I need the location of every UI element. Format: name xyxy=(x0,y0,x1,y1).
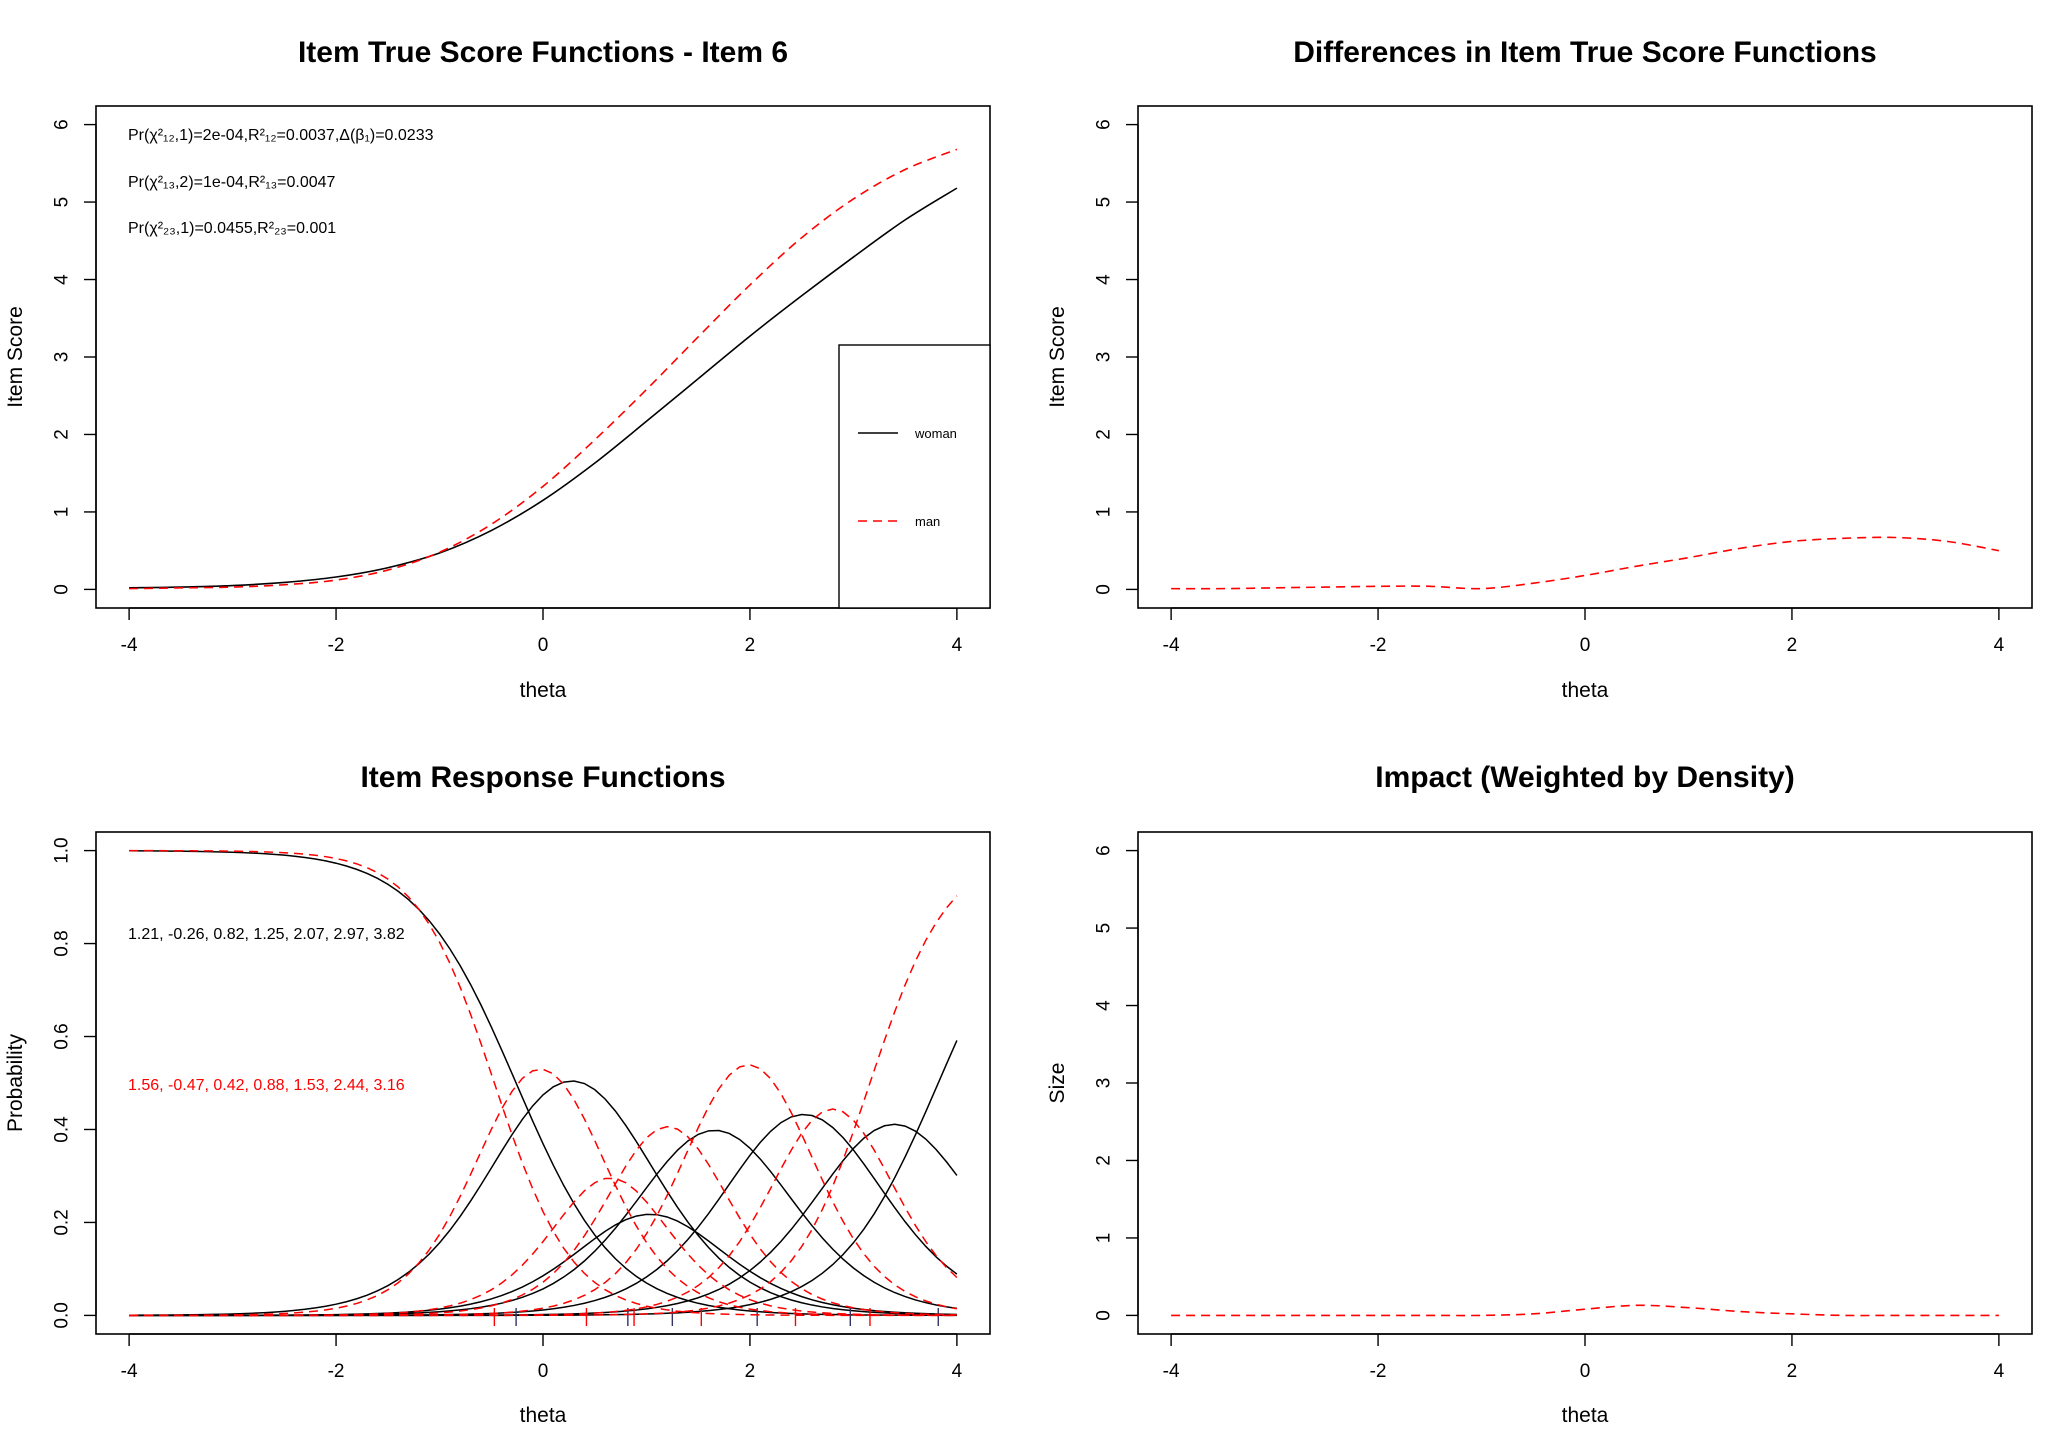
y-tick-label: 0 xyxy=(1094,584,1115,595)
y-axis-label: Size xyxy=(1046,1063,1069,1104)
x-tick-label: -4 xyxy=(121,635,138,656)
x-tick-label: 2 xyxy=(1787,635,1798,656)
category-curve-group1-3 xyxy=(129,1129,958,1317)
x-tick-label: -2 xyxy=(328,1361,345,1382)
y-tick-label: 1 xyxy=(52,507,73,518)
plot-frame xyxy=(1137,831,2033,1335)
annotation-text: Pr(χ²₁₂,1)=2e-04,R²₁₂=0.0037,Δ(β₁)=0.023… xyxy=(128,127,434,144)
series-line-man xyxy=(129,148,958,590)
difference-line xyxy=(1171,536,2000,590)
x-tick-label: 4 xyxy=(1994,635,2005,656)
y-tick-label: 2 xyxy=(52,429,73,440)
x-tick-label: 0 xyxy=(538,635,549,656)
y-axis-label: Item Score xyxy=(1046,306,1069,408)
x-tick-label: 2 xyxy=(1787,1361,1798,1382)
chart-title: Differences in Item True Score Functions xyxy=(1293,36,1876,69)
y-tick-label: 2 xyxy=(1094,1155,1115,1166)
x-tick-label: -2 xyxy=(1370,1361,1387,1382)
y-tick-label: 5 xyxy=(52,197,73,208)
y-tick-label: 6 xyxy=(52,119,73,130)
category-curve-group2-4 xyxy=(129,1063,958,1317)
x-axis-label: theta xyxy=(1562,679,1609,702)
y-tick-label: 1.0 xyxy=(52,837,73,863)
x-axis-label: theta xyxy=(1562,1404,1609,1427)
category-curve-group2-2 xyxy=(129,1177,957,1317)
category-curve-group1-0 xyxy=(129,850,957,1317)
y-tick-label: 0.0 xyxy=(52,1302,73,1328)
x-tick-label: -4 xyxy=(121,1361,138,1382)
y-tick-label: 4 xyxy=(1094,1000,1115,1011)
x-tick-label: 4 xyxy=(952,1361,963,1382)
category-curve-group2-6 xyxy=(129,895,958,1317)
legend-label: woman xyxy=(914,426,957,441)
x-tick-label: -4 xyxy=(1163,635,1180,656)
y-tick-label: 4 xyxy=(52,274,73,285)
legend-box xyxy=(838,344,991,609)
y-tick-label: 0.6 xyxy=(52,1023,73,1049)
x-tick-label: 2 xyxy=(745,1361,756,1382)
y-tick-label: 0.4 xyxy=(52,1116,73,1143)
chart-title: Item True Score Functions - Item 6 xyxy=(298,36,788,69)
y-tick-label: 0 xyxy=(52,584,73,595)
x-tick-label: -4 xyxy=(1163,1361,1180,1382)
y-tick-label: 0.2 xyxy=(52,1209,73,1235)
panel-2: Differences in Item True Score Functions… xyxy=(1046,36,2033,702)
series-line-woman xyxy=(129,187,958,589)
x-tick-label: 4 xyxy=(952,635,963,656)
y-tick-label: 0.8 xyxy=(52,930,73,956)
panel-3: Item Response Functions theta Probability -… xyxy=(4,761,991,1427)
parameter-annotation: 1.56, -0.47, 0.42, 0.88, 1.53, 2.44, 3.1… xyxy=(128,1077,405,1094)
chart-title: Item Response Functions xyxy=(360,761,725,794)
y-tick-label: 3 xyxy=(52,352,73,363)
category-curve-group1-1 xyxy=(129,1080,957,1316)
y-tick-label: 5 xyxy=(1094,197,1115,208)
impact-line xyxy=(1171,1304,1999,1317)
y-tick-label: 0 xyxy=(1094,1310,1115,1321)
category-curve-group1-5 xyxy=(129,1123,958,1317)
chart-title: Impact (Weighted by Density) xyxy=(1375,761,1795,794)
category-curve-group2-3 xyxy=(129,1125,957,1317)
category-curve-group2-1 xyxy=(129,1068,957,1317)
y-tick-label: 1 xyxy=(1094,1233,1115,1244)
y-tick-label: 1 xyxy=(1094,507,1115,518)
x-tick-label: -2 xyxy=(328,635,345,656)
y-tick-label: 6 xyxy=(1094,119,1115,130)
panel-1: Item True Score Functions - Item 6 theta I… xyxy=(4,36,991,702)
annotation-text: Pr(χ²₁₃,2)=1e-04,R²₁₃=0.0047 xyxy=(128,174,336,191)
y-axis-label: Item Score xyxy=(4,306,27,408)
y-tick-label: 3 xyxy=(1094,1078,1115,1089)
x-tick-label: 2 xyxy=(745,635,756,656)
plot-frame xyxy=(1137,105,2033,609)
panel-4: Impact (Weighted by Density) theta Size -4 -… xyxy=(1046,761,2033,1427)
x-axis-label: theta xyxy=(520,679,567,702)
x-tick-label: 0 xyxy=(1580,1361,1591,1382)
x-tick-label: 0 xyxy=(538,1361,549,1382)
y-axis-label: Probability xyxy=(4,1033,27,1132)
x-tick-label: 0 xyxy=(1580,635,1591,656)
annotation-text: Pr(χ²₂₃,1)=0.0455,R²₂₃=0.001 xyxy=(128,220,336,237)
category-curve-group2-0 xyxy=(129,849,957,1317)
x-tick-label: -2 xyxy=(1370,635,1387,656)
parameter-annotation: 1.21, -0.26, 0.82, 1.25, 2.07, 2.97, 3.8… xyxy=(128,926,405,943)
y-tick-label: 4 xyxy=(1094,274,1115,285)
x-tick-label: 4 xyxy=(1994,1361,2005,1382)
x-axis-label: theta xyxy=(520,1404,567,1427)
y-tick-label: 2 xyxy=(1094,429,1115,440)
y-tick-label: 6 xyxy=(1094,845,1115,856)
legend-label: man xyxy=(915,514,940,529)
y-tick-label: 5 xyxy=(1094,923,1115,934)
y-tick-label: 3 xyxy=(1094,352,1115,363)
legend: woman man xyxy=(838,344,991,609)
